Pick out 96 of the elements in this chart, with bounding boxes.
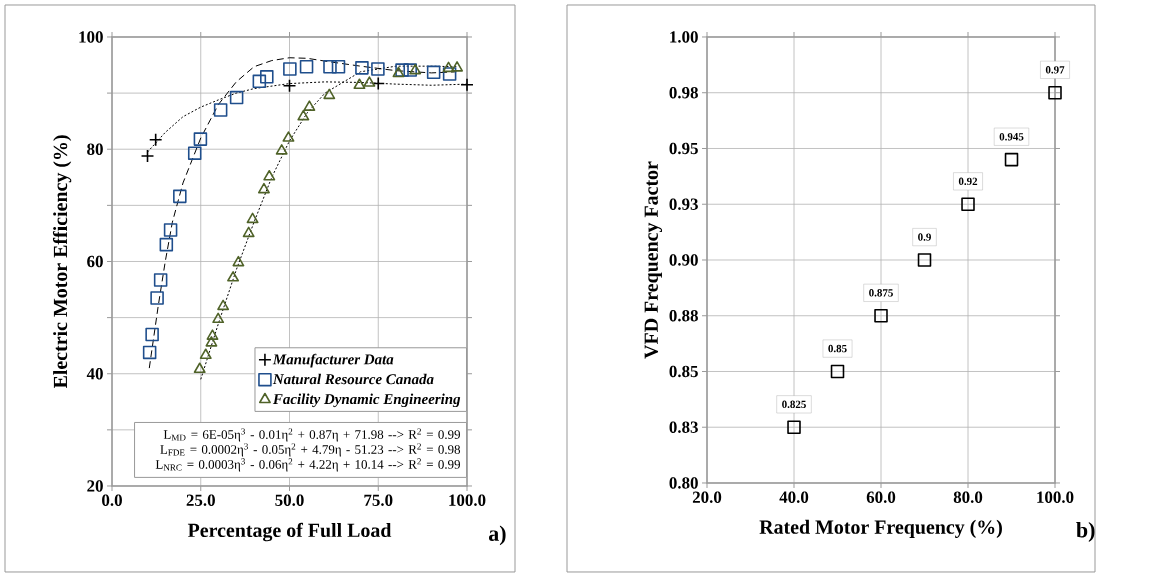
text: a)	[488, 525, 506, 546]
point	[323, 88, 336, 100]
point	[355, 61, 369, 75]
y-tick-label: 1.00	[670, 31, 698, 43]
x-tick-label: 25.0	[186, 494, 215, 506]
point	[874, 308, 888, 323]
y-tick-label: 60	[87, 255, 103, 268]
data-label: 0.92	[958, 177, 978, 186]
y-tick-label: 0.98	[669, 86, 698, 99]
point	[232, 255, 245, 267]
point	[426, 65, 441, 80]
point	[442, 67, 457, 81]
point	[392, 66, 405, 78]
point	[206, 329, 219, 340]
point	[323, 59, 337, 74]
point	[787, 420, 801, 435]
point	[1004, 152, 1019, 167]
point	[299, 59, 314, 74]
point	[229, 90, 244, 105]
y-tick-label: 0.93	[669, 198, 698, 210]
y-tick-label: 100	[79, 31, 103, 43]
point	[363, 76, 376, 87]
y-tick-label: 0.83	[669, 421, 698, 433]
point	[193, 132, 208, 146]
point	[282, 131, 295, 142]
x-tick-label: 20.0	[692, 491, 722, 503]
point	[173, 189, 187, 204]
text: L$_{NRC}$ = 0.0003η$^{3}$ - 0.06η$^{2}$ + 4.22η + 10.14 --> R$^{2}$ = 0.99	[155, 458, 460, 472]
point	[252, 74, 267, 89]
point	[163, 223, 178, 237]
y-tick-label: 0.95	[669, 142, 698, 155]
y-tick-label: 0.88	[669, 309, 698, 322]
point	[283, 62, 297, 76]
text: L$_{FDE}$ = 0.0002η$^{3}$ - 0.05η$^{2}$ + 4.79η - 51.23 --> R$^{2}$ = 0.98	[160, 443, 461, 457]
y-tick-label: 0.90	[669, 254, 698, 266]
x-tick-label: 75.0	[364, 494, 393, 506]
data-label: 0.9	[918, 233, 931, 241]
point	[227, 270, 240, 282]
point	[442, 61, 455, 73]
x-tick-label: 50.0	[275, 494, 304, 506]
point	[917, 253, 932, 267]
point	[451, 61, 464, 72]
point	[263, 169, 276, 181]
point	[303, 100, 316, 111]
point	[153, 273, 168, 287]
point	[830, 364, 845, 379]
point	[961, 197, 975, 212]
point	[331, 59, 346, 74]
point	[403, 63, 417, 77]
point	[275, 144, 288, 155]
y-tick-label: 80	[87, 143, 103, 155]
point	[1048, 85, 1062, 100]
x-axis-title: Rated Motor Frequency (%)	[759, 519, 1002, 538]
point	[187, 146, 202, 160]
point	[145, 327, 159, 342]
x-tick-label: 100.0	[1037, 491, 1074, 503]
point	[257, 182, 270, 194]
x-tick-label: 60.0	[866, 491, 896, 503]
point	[193, 362, 206, 374]
legend-label: Facility Dynamic Engineering	[272, 393, 461, 408]
x-tick-label: 0.0	[102, 494, 122, 506]
x-tick-label: 40.0	[779, 491, 809, 503]
point	[409, 63, 422, 75]
y-axis-title: Electric Motor Efficiency (%)	[52, 135, 72, 389]
point	[217, 299, 230, 311]
point	[242, 226, 255, 238]
point	[371, 62, 385, 76]
data-label: 0.97	[1045, 66, 1065, 74]
point	[246, 212, 259, 224]
text: L$_{MD}$ = 6E-05η$^{3}$ - 0.01η$^{2}$ + 0.87η + 71.98 --> R$^{2}$ = 0.99	[163, 428, 460, 442]
y-axis-title: VFD Frequency Factor	[644, 161, 663, 359]
data-label: 0.85	[828, 344, 847, 353]
point	[142, 345, 157, 360]
x-tick-label: 80.0	[953, 491, 983, 503]
data-label: 0.945	[999, 133, 1024, 141]
point	[353, 78, 366, 90]
legend-label: Natural Resource Canada	[272, 373, 434, 385]
y-tick-label: 40	[86, 368, 103, 380]
y-tick-label: 20	[87, 480, 103, 492]
y-tick-label: 0.80	[669, 477, 698, 489]
x-axis-title: Percentage of Full Load	[187, 522, 392, 542]
point	[212, 312, 225, 324]
data-label: 0.875	[869, 289, 893, 297]
point	[199, 348, 212, 359]
y-tick-label: 0.85	[669, 365, 698, 378]
legend-label: Manufacturer Data	[272, 353, 394, 368]
point	[395, 63, 409, 77]
point	[205, 336, 218, 347]
text: b)	[1076, 522, 1095, 542]
data-label: 0.825	[782, 400, 806, 409]
point	[150, 291, 164, 305]
point	[297, 109, 310, 121]
point	[260, 70, 274, 84]
x-tick-label: 100.0	[449, 494, 486, 506]
point	[159, 237, 174, 252]
point	[213, 103, 228, 117]
